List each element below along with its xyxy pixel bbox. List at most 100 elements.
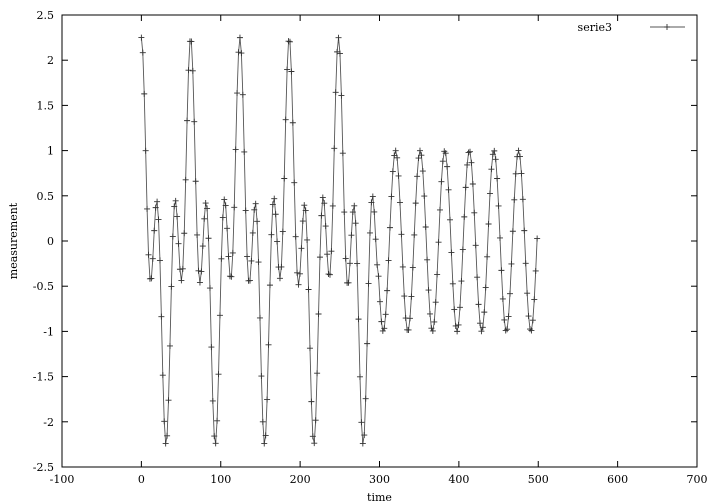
data-point [388,193,395,200]
data-point [386,224,393,231]
data-point [365,280,372,287]
data-point [464,161,471,168]
data-point [281,175,288,182]
data-point [149,255,156,262]
x-axis: -100 0 100 200 300 400 500 600 700 [50,15,708,486]
data-point [255,259,262,266]
data-point [182,176,189,183]
data-point [444,163,451,170]
data-point [172,197,179,204]
data-point [309,433,316,440]
data-point [495,202,502,209]
data-point [405,326,412,333]
data-point [252,200,259,207]
data-point [492,156,499,163]
x-tick-label: 0 [138,473,145,486]
data-point [342,255,349,262]
data-point [286,38,293,45]
data-point [459,246,466,253]
data-point [355,316,362,323]
data-point [376,298,383,305]
data-point [231,204,238,211]
data-point [171,203,178,210]
x-tick-label: 300 [369,473,390,486]
data-point [144,205,151,212]
data-point [142,147,149,154]
data-point [399,263,406,270]
data-point [512,170,519,177]
data-point [196,279,203,286]
data-point [489,151,496,158]
data-point [351,202,358,209]
data-point [294,269,301,276]
data-point [148,275,155,282]
x-tick-label: 200 [290,473,311,486]
data-point [519,196,526,203]
data-point [406,315,413,322]
data-point [229,249,236,256]
data-point [456,304,463,311]
data-point [189,67,196,74]
data-point [328,248,335,255]
data-point [395,172,402,179]
x-tick-label: 500 [528,473,549,486]
y-tick-label: 2 [47,54,54,67]
data-point [409,264,416,271]
data-point [484,253,491,260]
data-point [154,198,161,205]
data-point [359,440,366,447]
x-tick-label: 600 [607,473,628,486]
data-point [234,90,241,97]
data-point [228,273,235,280]
data-point [354,260,361,267]
data-point [239,91,246,98]
data-point [282,116,289,123]
data-point [335,34,342,41]
data-point [139,49,146,56]
data-point [496,234,503,241]
data-point [511,196,518,203]
x-tick-label: 700 [687,473,708,486]
data-point [225,253,232,260]
data-point [375,273,382,280]
data-point [325,271,332,278]
data-point [429,327,436,334]
data-point [366,229,373,236]
data-point [279,228,286,235]
data-point [362,395,369,402]
data-point [494,175,501,182]
data-point [332,89,339,96]
series-layer [138,34,541,447]
data-point [401,293,408,300]
data-point [212,440,219,447]
data-point [419,168,426,175]
data-point [222,202,229,209]
data-point [319,194,326,201]
data-point [164,432,171,439]
data-point [305,286,312,293]
data-point [218,255,225,262]
data-point [445,186,452,193]
data-point [192,178,199,185]
data-point [475,301,482,308]
data-point [474,274,481,281]
data-point [451,306,458,313]
data-point [158,313,165,320]
data-point [258,373,265,380]
data-point [324,251,331,258]
data-point [389,168,396,175]
data-point [312,417,319,424]
data-point [521,227,528,234]
data-point [242,207,249,214]
data-point [468,159,475,166]
y-tick-label: 1.5 [37,99,55,112]
data-point [152,204,159,211]
legend-marker [664,24,670,30]
data-point [168,283,175,290]
y-tick-label: -2.5 [33,461,54,474]
data-point [465,149,472,156]
data-point [532,267,539,274]
data-point [251,206,258,213]
data-point [264,396,271,403]
